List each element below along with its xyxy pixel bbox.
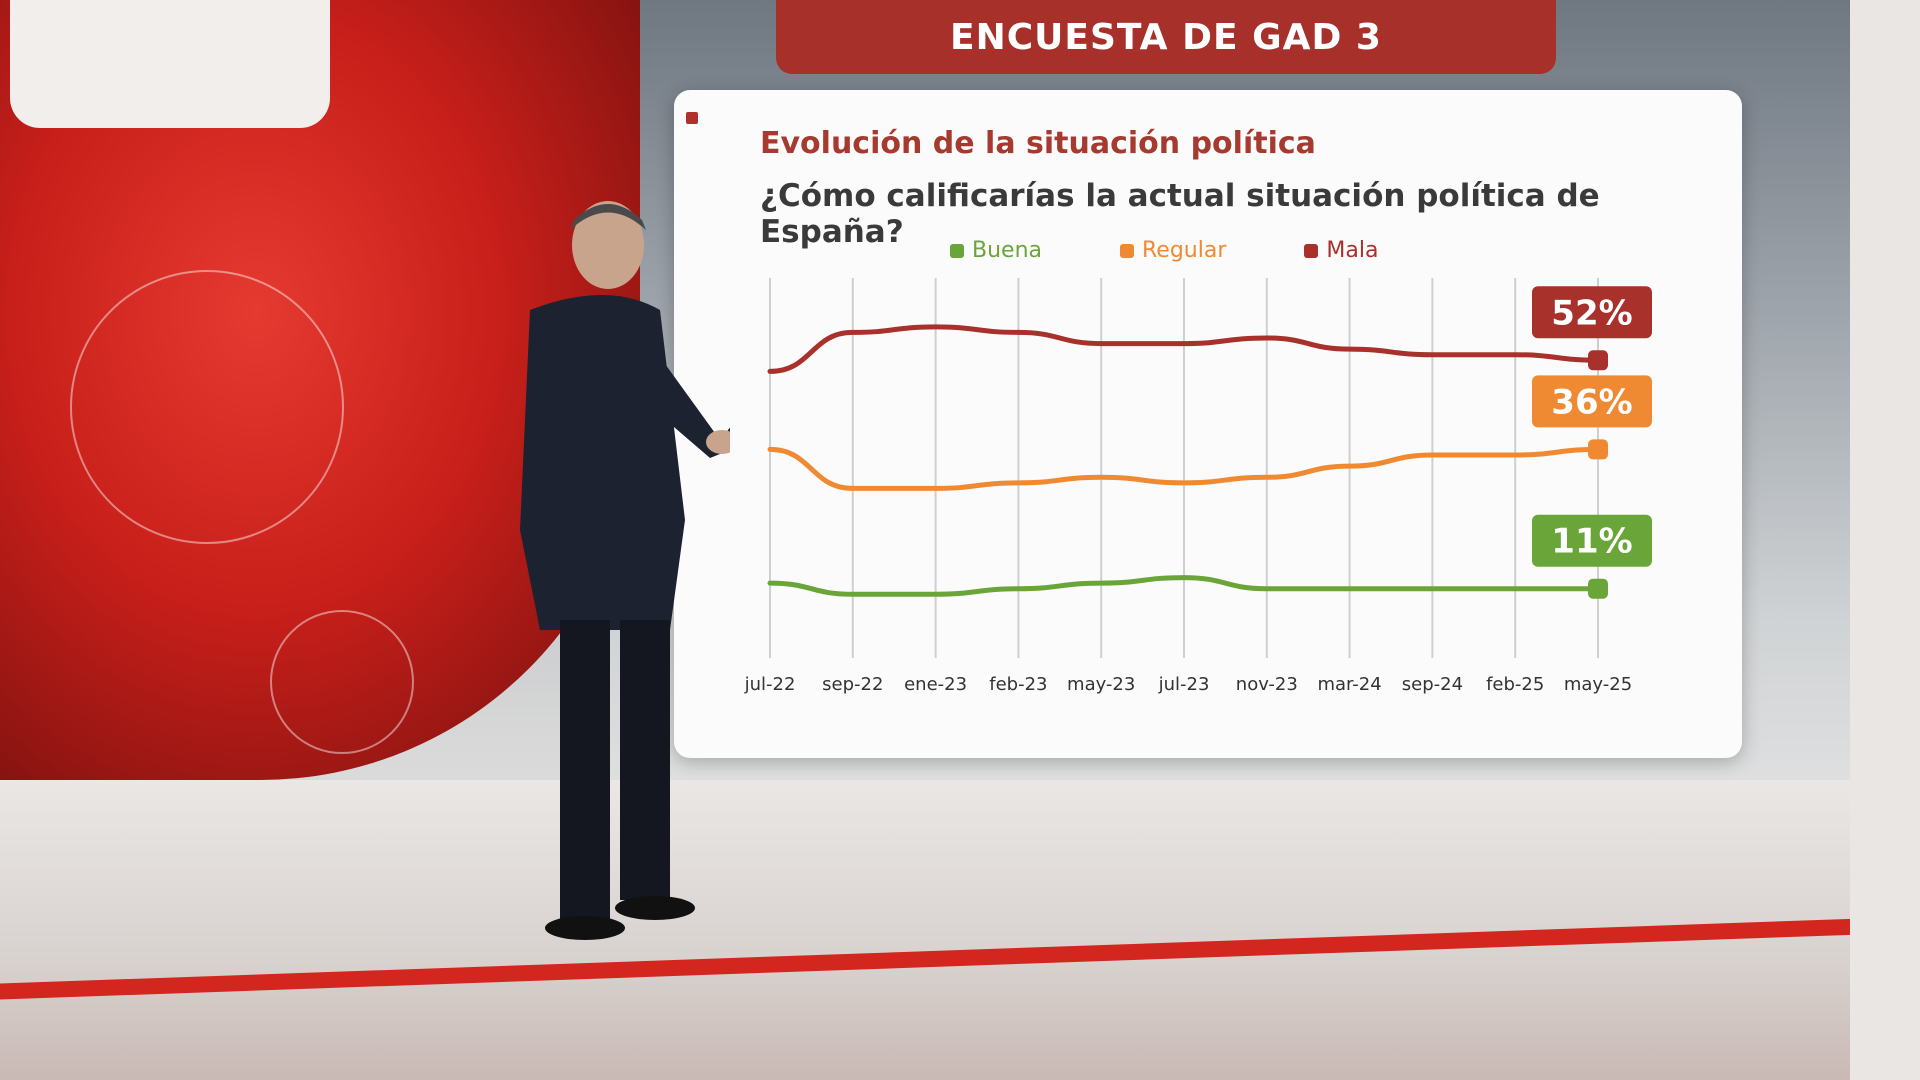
background-ring — [70, 270, 344, 544]
x-tick-label: jul-22 — [744, 674, 796, 695]
data-label-badge-buena — [1532, 514, 1652, 567]
survey-banner: ENCUESTA DE GAD 3 — [776, 0, 1556, 74]
legend-swatch-regular — [1120, 243, 1134, 258]
chart-board: Evolución de la situación política ¿Cómo… — [674, 90, 1742, 758]
legend-item-mala: Mala — [1304, 238, 1378, 263]
x-tick-label: feb-23 — [989, 674, 1047, 695]
presenter-hand — [706, 430, 730, 454]
chart-question: ¿Cómo calificarías la actual situación p… — [760, 178, 1600, 250]
x-tick-label: may-23 — [1067, 674, 1135, 695]
x-tick-label: nov-23 — [1236, 674, 1298, 695]
x-tick-label: feb-25 — [1486, 674, 1544, 695]
presenter-shoe — [615, 896, 695, 920]
banner-title: ENCUESTA DE GAD 3 — [950, 16, 1382, 58]
background-ring — [270, 610, 414, 754]
x-tick-label: may-25 — [1564, 674, 1632, 695]
legend-label-buena: Buena — [972, 238, 1042, 263]
presenter-leg — [620, 620, 670, 900]
series-endpoint-mala — [1588, 350, 1608, 371]
presenter-shoe — [545, 916, 625, 940]
presenter-head — [572, 201, 644, 289]
presenter-figure — [520, 201, 730, 940]
legend-item-buena: Buena — [950, 238, 1042, 263]
data-label-mala: 52% — [1551, 293, 1632, 333]
legend-label-regular: Regular — [1142, 238, 1227, 263]
data-label-regular: 36% — [1551, 382, 1632, 422]
legend-item-regular: Regular — [1120, 238, 1226, 263]
presenter-leg — [560, 620, 610, 920]
presenter-hair — [570, 204, 646, 230]
series-line-mala — [767, 324, 1601, 374]
series-endpoint-buena — [1588, 578, 1608, 599]
series-line-regular — [767, 446, 1601, 491]
data-label-badge-mala — [1532, 286, 1652, 339]
x-tick-label: sep-24 — [1402, 674, 1463, 695]
legend-swatch-mala — [1304, 243, 1319, 258]
data-label-badge-regular — [1532, 375, 1652, 428]
legend-label-mala: Mala — [1326, 238, 1379, 263]
presenter-arm — [655, 350, 730, 458]
line-chart: jul-22 sep-22 ene-23 feb-23 may-23 jul-23 nov-… — [744, 278, 1652, 695]
x-tick-label: jul-23 — [1158, 674, 1210, 695]
legend-swatch-buena — [950, 243, 964, 258]
chart-legend: Buena Regular Mala — [950, 238, 1378, 263]
x-tick-label: ene-23 — [904, 674, 967, 695]
presenter-jacket — [520, 295, 685, 630]
chart-title: Evolución de la situación política — [760, 126, 1316, 161]
data-label-buena: 11% — [1551, 522, 1632, 562]
series-line-buena — [767, 575, 1601, 597]
x-tick-label: mar-24 — [1317, 674, 1381, 695]
studio-side-wall — [1850, 0, 1920, 1080]
x-tick-label: sep-22 — [822, 674, 883, 695]
background-panel — [10, 0, 330, 128]
board-marker — [686, 112, 698, 124]
series-endpoint-regular — [1588, 439, 1608, 460]
